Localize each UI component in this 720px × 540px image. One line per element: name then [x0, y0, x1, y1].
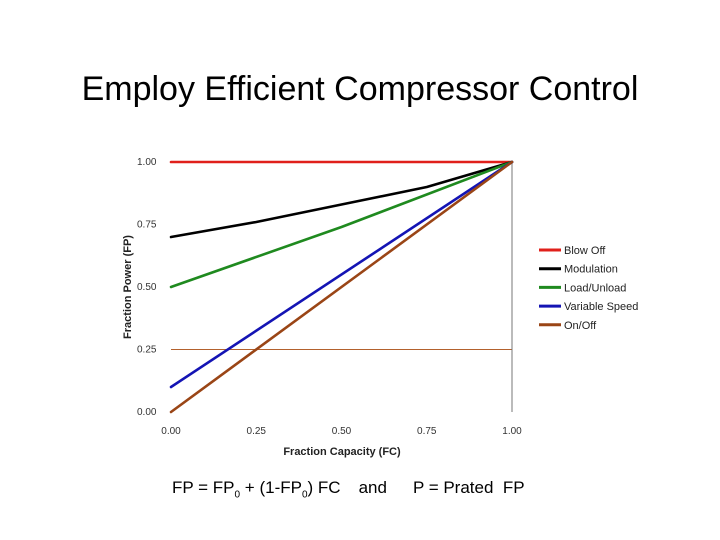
x-axis-label: Fraction Capacity (FC): [283, 446, 401, 458]
y-tick-label: 0.75: [137, 220, 157, 231]
series-on-off-line: [169, 160, 514, 414]
y-tick-label: 0.25: [137, 345, 157, 356]
legend-label: Load/Unload: [564, 282, 626, 294]
slide-title: Employ Efficient Compressor Control: [81, 70, 639, 108]
formula-lhs: FP = FP: [172, 478, 235, 497]
x-tick-label: 0.25: [247, 426, 267, 437]
formula-and: and: [358, 478, 387, 497]
chart-series: [169, 160, 514, 414]
legend-label: Blow Off: [564, 245, 606, 257]
x-tick-label: 0.00: [161, 426, 181, 437]
legend-label: Modulation: [564, 264, 618, 276]
formula-mid: + (1-FP: [240, 478, 302, 497]
formula-second: P = Prated FP: [412, 478, 525, 497]
chart-legend: Blow Off Modulation Load/Unload Variable Sp…: [539, 245, 638, 332]
series-variable-speed-line: [169, 160, 514, 389]
formula-sub2: 0: [301, 489, 308, 501]
y-tick-label: 1.00: [137, 157, 157, 168]
formula: FP = FP0 + (1-FP0) FC and P = Prated FP: [172, 478, 525, 500]
x-tick-label: 1.00: [502, 426, 522, 437]
formula-sub1: 0: [234, 489, 241, 501]
x-tick-label: 0.75: [417, 426, 437, 437]
x-tick-label: 0.50: [332, 426, 352, 437]
series-modulation-line: [169, 160, 514, 239]
legend-label: On/Off: [564, 320, 597, 332]
series-load-unload-line: [169, 160, 514, 289]
y-axis-label: Fraction Power (FP): [122, 235, 134, 339]
formula-rhs: ) FC: [307, 478, 341, 497]
legend-label: Variable Speed: [564, 301, 638, 313]
y-tick-label: 0.00: [137, 407, 157, 418]
y-tick-label: 0.50: [137, 282, 157, 293]
